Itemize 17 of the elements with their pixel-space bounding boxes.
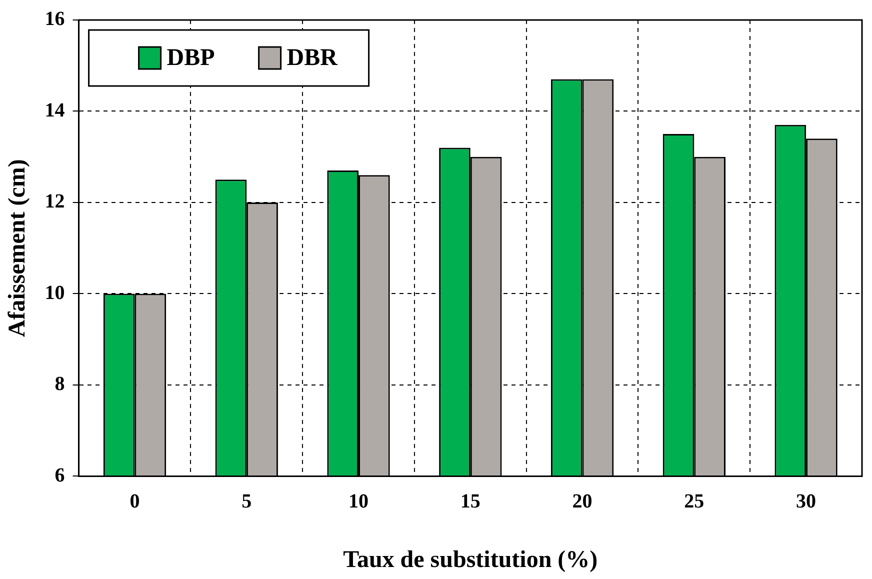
y-axis-title: Afaissement (cm)	[4, 159, 31, 338]
legend-label: DBP	[166, 45, 215, 72]
y-tick-label: 8	[54, 373, 65, 396]
y-tick-label: 16	[44, 8, 65, 30]
y-tick-label: 6	[54, 464, 65, 486]
x-tick-label: 20	[572, 490, 592, 512]
x-tick-label: 5	[242, 490, 252, 512]
x-axis-title: Taux de substitution (%)	[343, 546, 598, 573]
legend-label: DBR	[286, 45, 338, 72]
y-tick-label: 10	[44, 282, 65, 304]
x-tick-label: 10	[348, 490, 369, 512]
x-tick-label: 30	[796, 490, 816, 512]
x-tick-label: 0	[130, 490, 140, 512]
y-tick-label: 12	[44, 190, 65, 213]
x-tick-label: 15	[460, 490, 480, 512]
x-tick-label: 25	[684, 490, 704, 512]
y-tick-label: 14	[44, 99, 65, 122]
